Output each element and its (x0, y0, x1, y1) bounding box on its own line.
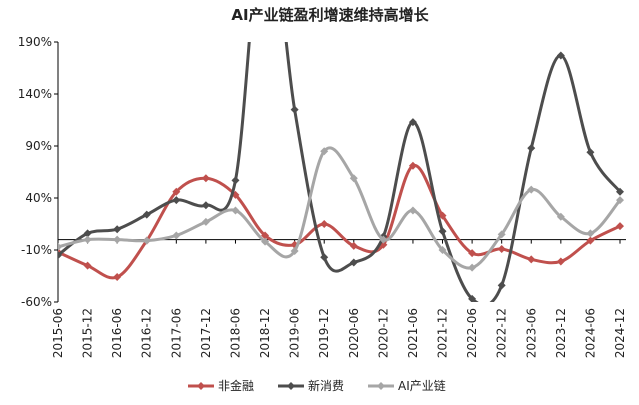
point-marker (497, 281, 506, 290)
point-marker (113, 235, 122, 244)
legend-label: 非金融 (218, 378, 254, 393)
point-marker (438, 246, 447, 254)
x-tick-label: 2015-12 (81, 308, 95, 358)
x-tick-label: 2023-12 (554, 308, 568, 358)
point-marker (497, 230, 506, 239)
point-marker (468, 294, 477, 302)
point-marker (261, 237, 270, 246)
x-tick-label: 2017-06 (169, 308, 183, 358)
point-marker (172, 196, 181, 205)
point-marker (527, 185, 536, 194)
point-marker (349, 241, 358, 250)
x-tick-label: 2016-12 (140, 308, 154, 358)
point-marker (616, 222, 624, 231)
point-marker (438, 227, 447, 236)
legend-marker (197, 382, 205, 390)
x-tick-label: 2018-06 (228, 308, 242, 358)
point-marker (527, 144, 536, 153)
point-marker (586, 236, 595, 245)
point-marker (527, 255, 536, 264)
x-tick-label: 2024-12 (613, 308, 627, 358)
x-tick-label: 2022-12 (495, 308, 509, 358)
point-marker (379, 235, 388, 244)
y-tick-label: -10% (21, 243, 52, 257)
y-tick-label: 190% (18, 35, 52, 49)
legend-label: 新消费 (308, 378, 344, 393)
point-marker (586, 148, 595, 157)
x-tick-label: 2018-12 (258, 308, 272, 358)
point-marker (556, 51, 565, 60)
point-marker (142, 236, 151, 245)
point-marker (468, 263, 477, 272)
point-marker (83, 235, 92, 244)
point-marker (201, 174, 210, 183)
point-marker (408, 206, 417, 215)
x-tick-label: 2021-12 (436, 308, 450, 358)
x-tick-label: 2017-12 (199, 308, 213, 358)
x-tick-label: 2023-06 (524, 308, 538, 358)
x-tick-label: 2021-06 (406, 308, 420, 358)
point-marker (349, 174, 358, 183)
point-marker (113, 225, 122, 234)
point-marker (172, 231, 181, 240)
series-line (58, 146, 622, 270)
series-line (58, 164, 621, 280)
plot-area (58, 42, 624, 302)
point-marker (556, 257, 565, 266)
point-marker (58, 251, 62, 260)
point-marker (586, 229, 595, 238)
point-marker (320, 147, 329, 156)
point-marker (231, 206, 240, 215)
point-marker (290, 105, 299, 114)
point-marker (58, 242, 62, 251)
point-marker (320, 220, 329, 228)
point-marker (320, 253, 329, 262)
x-tick-label: 2020-06 (347, 308, 361, 358)
x-tick-label: 2022-06 (465, 308, 479, 358)
point-marker (83, 229, 92, 238)
chart-title: AI产业链盈利增速维持高增长 (231, 6, 429, 24)
point-marker (497, 244, 506, 253)
y-tick-label: 140% (18, 87, 52, 101)
point-marker (261, 231, 270, 240)
x-tick-label: 2019-06 (288, 308, 302, 358)
point-marker (438, 211, 447, 220)
point-marker (556, 212, 565, 221)
legend-marker (287, 382, 295, 390)
point-marker (408, 118, 417, 127)
x-tick-label: 2016-06 (110, 308, 124, 358)
y-tick-label: 40% (25, 191, 52, 205)
y-tick-label: 90% (25, 139, 52, 153)
point-marker (142, 210, 151, 219)
point-marker (616, 196, 624, 205)
point-marker (83, 261, 92, 270)
x-tick-label: 2020-12 (376, 308, 390, 358)
x-tick-label: 2015-06 (51, 308, 65, 358)
point-marker (113, 273, 122, 282)
point-marker (408, 161, 417, 170)
point-marker (290, 247, 299, 256)
point-marker (201, 201, 210, 210)
point-marker (468, 249, 477, 258)
point-marker (349, 258, 358, 267)
point-marker (616, 187, 624, 196)
point-marker (231, 176, 240, 185)
x-tick-label: 2019-12 (317, 308, 331, 358)
point-marker (201, 217, 210, 226)
legend-marker (377, 382, 385, 390)
point-marker (172, 187, 181, 196)
x-tick-label: 2024-06 (583, 308, 597, 358)
legend-label: AI产业链 (398, 378, 446, 393)
y-tick-label: -60% (21, 295, 52, 309)
